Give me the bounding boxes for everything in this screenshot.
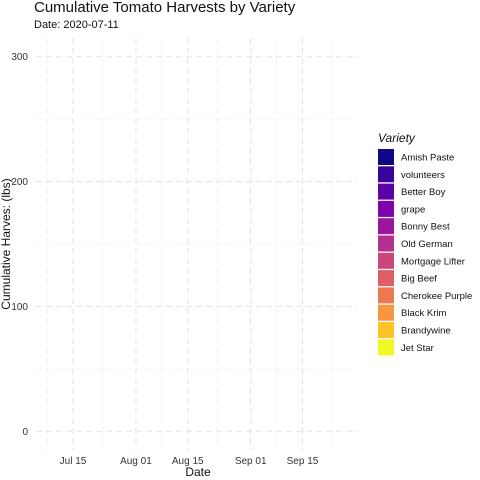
legend-label: Mortgage Lifter — [401, 256, 465, 267]
y-axis-ticks: 0 100 200 300 — [11, 52, 28, 438]
legend-swatch — [378, 304, 394, 321]
legend-label: Black Krim — [401, 308, 446, 319]
chart-title: Cumulative Tomato Harvests by Variety — [34, 0, 296, 16]
legend-swatch — [378, 252, 394, 269]
y-tick-label: 100 — [11, 302, 28, 313]
legend-label: grape — [401, 204, 425, 215]
x-tick-label: Aug 01 — [120, 456, 152, 467]
legend-swatch — [378, 339, 394, 356]
legend-title: Variety — [378, 131, 416, 145]
legend-label: Better Boy — [401, 187, 446, 198]
x-tick-label: Sep 15 — [287, 456, 319, 467]
x-tick-label: Jul 15 — [60, 456, 87, 467]
x-axis-ticks: Jul 15 Aug 01 Aug 15 Sep 01 Sep 15 — [60, 456, 319, 467]
legend-label: volunteers — [401, 170, 445, 181]
legend-swatch — [378, 200, 394, 217]
legend-swatch — [378, 270, 394, 287]
grid — [36, 38, 358, 450]
x-tick-label: Aug 15 — [172, 456, 204, 467]
y-axis-title: Cumulative Harves: (lbs) — [0, 178, 13, 309]
legend-swatch — [378, 322, 394, 338]
legend-label: Jet Star — [401, 343, 434, 354]
legend-label: Old German — [401, 239, 453, 250]
chart-subtitle: Date: 2020-07-11 — [34, 19, 119, 31]
legend-swatch — [378, 218, 394, 235]
legend-swatch — [378, 287, 394, 304]
legend-label: Amish Paste — [401, 153, 454, 164]
legend-swatch — [378, 166, 394, 183]
legend-label: Brandywine — [401, 326, 451, 337]
y-tick-label: 0 — [22, 427, 28, 438]
legend-entries: Amish Paste volunteers Better Boy grape Bonn… — [378, 149, 472, 356]
legend-label: Big Beef — [401, 274, 437, 285]
y-tick-label: 300 — [11, 52, 28, 63]
x-axis-title: Date — [185, 465, 211, 479]
legend-swatch — [378, 235, 394, 252]
x-tick-label: Sep 01 — [235, 456, 267, 467]
y-tick-label: 200 — [11, 177, 28, 188]
legend-swatch — [378, 149, 394, 165]
legend-label: Cherokee Purple — [401, 291, 472, 302]
legend-swatch — [378, 183, 394, 200]
legend-label: Bonny Best — [401, 222, 450, 233]
legend: Variety Amish Paste volunteers Better Boy g… — [378, 131, 472, 356]
